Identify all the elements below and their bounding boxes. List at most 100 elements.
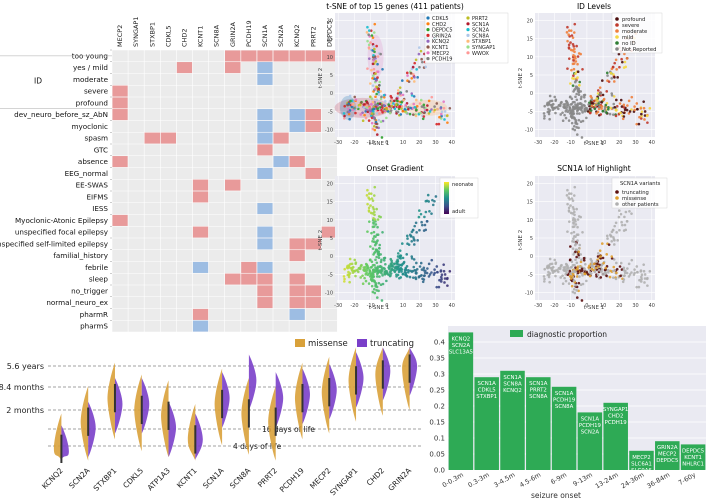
- heatmap-col-label: KCNT1: [197, 26, 205, 47]
- tsne-point: [568, 95, 572, 99]
- tsne-y-tick: -5: [528, 272, 533, 278]
- tsne-point: [376, 239, 379, 242]
- tsne-point: [372, 216, 375, 220]
- tsne-point: [596, 89, 600, 92]
- tsne-point: [417, 112, 421, 116]
- tsne-point: [582, 95, 586, 99]
- tsne-point: [372, 31, 376, 34]
- violin-x-label: SCN1A: [201, 465, 226, 490]
- tsne-x-tick: 0: [585, 303, 588, 309]
- heatmap-row-label: sleep: [89, 275, 109, 284]
- tsne-point: [423, 223, 427, 227]
- tsne-point: [636, 270, 639, 274]
- tsne-id-legend-box: [611, 12, 663, 54]
- tsne-point: [440, 273, 444, 276]
- violin-truncating-half: [302, 368, 310, 425]
- tsne-point: [585, 271, 589, 274]
- tsne-main-legend-marker: [466, 16, 470, 20]
- heatmap-cell: [112, 214, 128, 226]
- tsne-point: [399, 113, 403, 116]
- tsne-point: [605, 71, 609, 75]
- violin-missense-half: [187, 404, 196, 461]
- tsne-point: [445, 277, 449, 281]
- tsne-point: [413, 61, 416, 65]
- tsne-point: [372, 53, 375, 57]
- tsne-point: [568, 57, 571, 60]
- tsne-scn1a-legend-marker: [615, 202, 619, 206]
- tsne-scn1a-panel: SCN1A lof Highlight t-SNE 1 t-SNE 2 -30-…: [518, 164, 668, 311]
- bar-y-tick: 0.25: [429, 387, 445, 395]
- tsne-point: [426, 193, 430, 197]
- tsne-point: [410, 92, 414, 95]
- violin-legend-label: truncating: [370, 339, 414, 349]
- tsne-y-tick: 10: [527, 218, 533, 224]
- tsne-point: [543, 267, 546, 271]
- tsne-point: [618, 265, 622, 268]
- tsne-point: [381, 68, 384, 71]
- tsne-point: [617, 215, 621, 219]
- tsne-point: [355, 268, 359, 272]
- tsne-y-tick: 5: [530, 73, 533, 79]
- tsne-point: [370, 284, 374, 288]
- tsne-point: [613, 224, 616, 228]
- tsne-point: [570, 68, 573, 72]
- tsne-point: [433, 268, 436, 271]
- tsne-point: [412, 236, 415, 239]
- tsne-point: [376, 55, 380, 58]
- tsne-point: [347, 110, 351, 114]
- heatmap-cell: [289, 250, 305, 262]
- tsne-point: [399, 92, 402, 95]
- tsne-point: [427, 99, 431, 103]
- tsne-main-legend-marker: [466, 39, 470, 43]
- tsne-point: [434, 195, 438, 198]
- tsne-point: [378, 112, 381, 115]
- heatmap-cell: [241, 261, 257, 273]
- tsne-point: [579, 90, 583, 93]
- tsne-point: [639, 270, 643, 273]
- tsne-point: [578, 275, 581, 278]
- tsne-point: [559, 266, 562, 269]
- violin-truncating-half: [275, 372, 284, 428]
- bar-x-tick: 7-60y: [677, 471, 697, 487]
- bar-legend-swatch: [510, 330, 523, 337]
- tsne-point: [624, 228, 628, 232]
- tsne-point: [411, 113, 415, 116]
- tsne-point: [630, 95, 634, 99]
- tsne-point: [365, 194, 369, 197]
- tsne-point: [374, 258, 377, 262]
- tsne-point: [611, 228, 615, 232]
- tsne-point: [594, 103, 598, 107]
- tsne-main-legend-label: SCN2A: [472, 28, 490, 34]
- tsne-point: [366, 25, 369, 29]
- heatmap-group-label: ID: [34, 77, 42, 86]
- tsne-point: [549, 99, 552, 103]
- tsne-point: [599, 255, 602, 258]
- tsne-scn1a-legend-marker: [615, 196, 619, 200]
- tsne-point: [567, 196, 570, 199]
- tsne-point: [359, 103, 362, 106]
- tsne-point: [417, 215, 421, 219]
- tsne-point: [403, 105, 407, 109]
- tsne-point: [640, 110, 644, 113]
- tsne-point: [567, 209, 571, 212]
- violin-missense-half: [107, 362, 115, 440]
- tsne-point: [612, 80, 616, 83]
- tsne-point: [640, 112, 643, 116]
- tsne-point: [612, 265, 616, 269]
- tsne-point: [374, 120, 378, 124]
- tsne-point: [348, 280, 351, 284]
- tsne-point: [365, 106, 369, 109]
- heatmap-row-label: unspecified self-limited epilepsy: [0, 239, 109, 248]
- tsne-point: [553, 258, 557, 262]
- tsne-point: [374, 87, 377, 91]
- violin-x-label: PRRT2: [256, 466, 279, 489]
- violin-x-label: PCDH19: [278, 466, 306, 494]
- tsne-point: [374, 60, 378, 63]
- tsne-point: [373, 213, 376, 217]
- tsne-point: [630, 258, 634, 262]
- violin-x-label: SCN8A: [228, 465, 253, 490]
- tsne-point: [573, 128, 577, 132]
- tsne-point: [602, 261, 605, 265]
- tsne-point: [581, 119, 585, 123]
- violin-legend-swatch: [295, 339, 305, 347]
